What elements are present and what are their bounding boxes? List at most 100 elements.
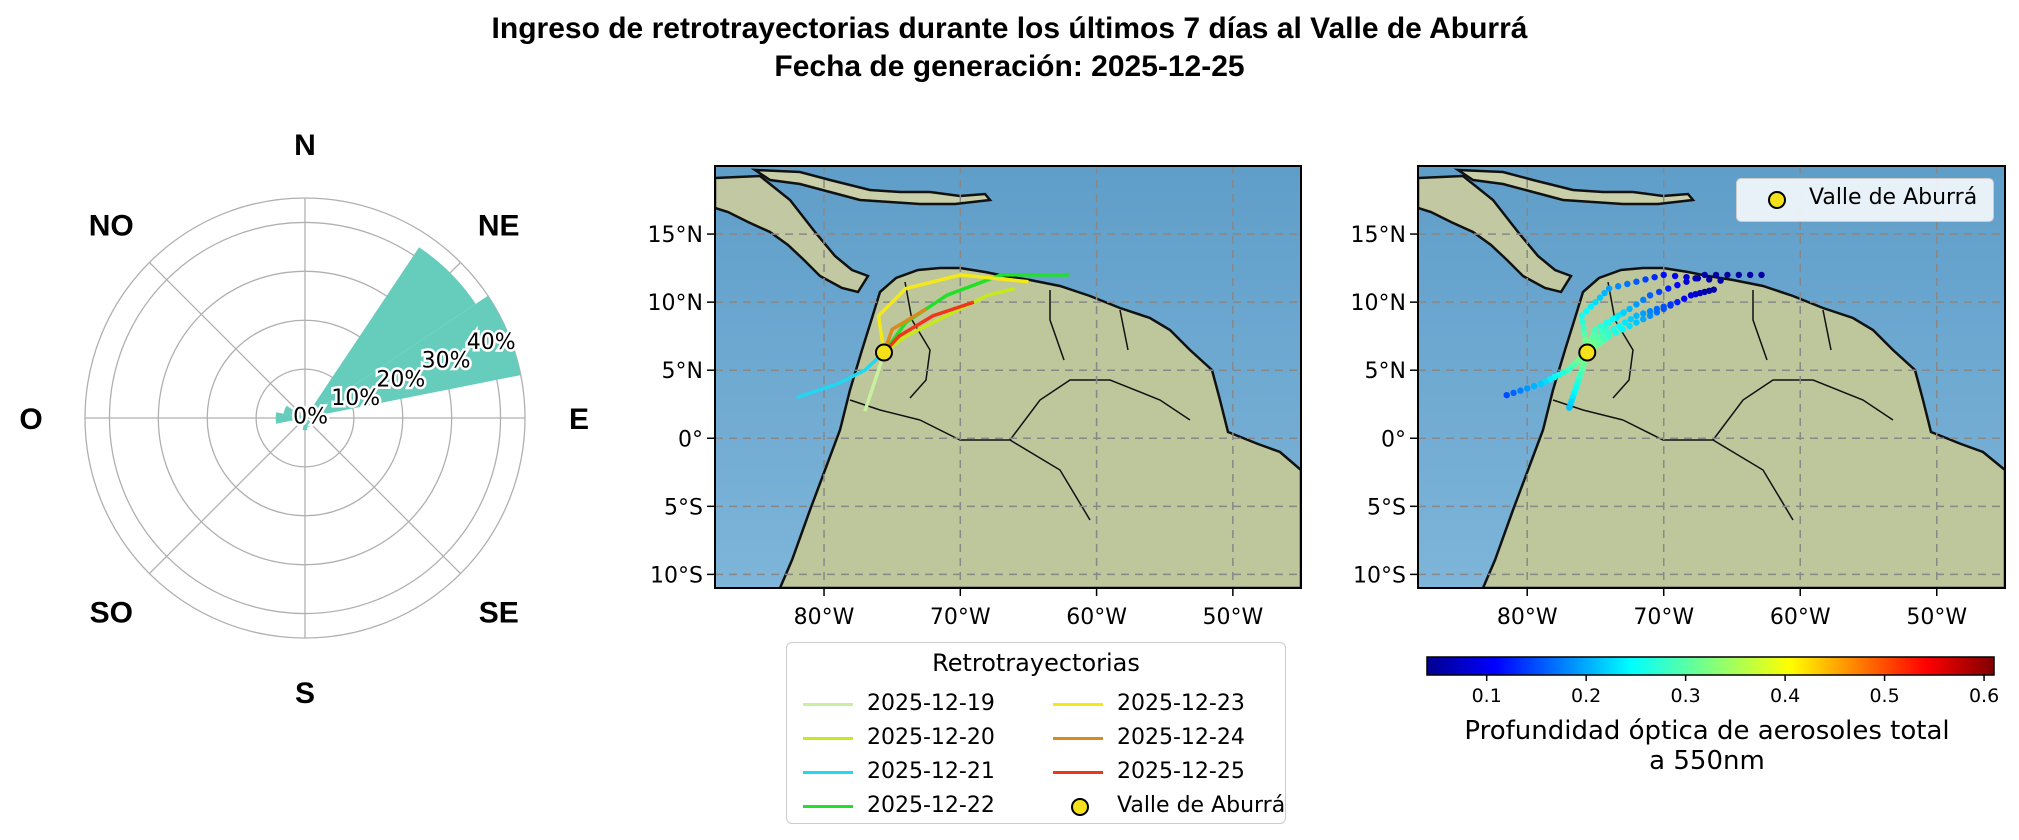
trajectory-2025-12-22	[882, 273, 1070, 354]
direction-label-N: N	[294, 129, 316, 162]
rose-sector-45	[305, 247, 476, 418]
rose-sector-67.5	[305, 295, 521, 418]
aod-point	[1626, 322, 1633, 330]
aod-point	[1627, 315, 1634, 323]
aod-point	[1583, 308, 1590, 315]
site-marker	[1578, 343, 1597, 362]
direction-label-NO: NO	[89, 209, 134, 242]
aod-point	[1653, 305, 1661, 313]
aod-point	[1604, 329, 1612, 336]
legend-swatch	[1053, 771, 1103, 774]
aod-point	[1633, 278, 1640, 285]
ytick-label: 0°	[1381, 427, 1406, 452]
aod-point	[1660, 303, 1667, 310]
rose-sector-247.5	[300, 418, 305, 421]
aod-point	[1603, 319, 1611, 326]
aod-point	[1758, 271, 1765, 279]
rose-sector-157.5	[305, 418, 311, 428]
legend-item-2025-12-20: 2025-12-20	[803, 723, 1023, 753]
aod-point	[1537, 380, 1545, 388]
colorbar-tick-label: 0.3	[1671, 685, 1701, 707]
chart-title: Ingreso de retrotrayectorias durante los…	[491, 12, 1528, 45]
xtick-label: 50°W	[1202, 605, 1263, 630]
legend-label: 2025-12-24	[1117, 725, 1245, 750]
aod-point	[1609, 315, 1616, 323]
aod-point	[1680, 295, 1688, 302]
ytick-label: 10°N	[1351, 291, 1406, 316]
trajectory-2025-12-23	[876, 273, 1029, 353]
legend-title: Retrotrayectorias	[932, 649, 1140, 677]
aod-point	[1579, 318, 1586, 326]
aod-point	[1746, 271, 1754, 279]
aod-point	[1503, 391, 1510, 399]
colorbar-tick-label: 0.4	[1770, 685, 1800, 707]
legend-label: 2025-12-19	[867, 691, 995, 716]
xtick-label: 50°W	[1906, 605, 1967, 630]
map-frame	[714, 165, 1302, 589]
aod-point	[1642, 276, 1649, 283]
legend-swatch	[803, 737, 853, 740]
trajectory-2025-12-21	[796, 351, 886, 400]
xtick-label: 60°W	[1770, 605, 1831, 630]
aod-point	[1694, 275, 1702, 282]
aod-point	[1596, 294, 1604, 301]
aod-point	[1592, 298, 1599, 306]
wind-rose: 0%10%20%30%40% N NE E SE S SO O NO	[19, 129, 589, 710]
aod-point	[1640, 296, 1647, 304]
map-gridlines	[715, 166, 1301, 588]
colorbar: 0.1 0.2 0.3 0.4 0.5 0.6	[1426, 656, 1999, 707]
aod-point	[1624, 280, 1631, 288]
aod-point	[1615, 283, 1622, 290]
aod-point	[1621, 319, 1629, 326]
aod-point	[1717, 277, 1724, 284]
aod-point	[1597, 322, 1605, 330]
colorbar-tick-label: 0.5	[1869, 685, 1899, 707]
aod-point	[1582, 337, 1589, 344]
site-marker	[874, 343, 893, 362]
ytick-label: 5°S	[1367, 495, 1406, 520]
land-greater-antilles	[750, 168, 993, 206]
polar-grid-spoke	[148, 261, 306, 419]
map-frame	[1417, 165, 2006, 589]
polar-grid-spoke	[304, 417, 462, 575]
legend-item-2025-12-22: 2025-12-22	[803, 791, 1023, 821]
colorbar-tick-label: 0.6	[1969, 685, 1999, 707]
polar-grid-spoke	[148, 417, 306, 575]
aod-point	[1530, 382, 1538, 390]
aod-point	[1524, 385, 1531, 392]
ytick-label: 10°S	[650, 563, 703, 588]
xtick-label: 70°W	[1633, 605, 1694, 630]
legend-label: 2025-12-23	[1117, 691, 1245, 716]
site-legend-label: Valle de Aburrá	[1809, 185, 1978, 210]
direction-label-SO: SO	[90, 597, 133, 630]
aod-point	[1683, 278, 1690, 285]
xtick-label: 60°W	[1066, 605, 1127, 630]
colorbar-tick-label: 0.1	[1472, 685, 1502, 707]
aod-point	[1633, 301, 1640, 308]
trajectory-map: 80°W 70°W 60°W 50°W 15°N 10°N 5°N 0° 5°S 10°S	[648, 165, 1302, 630]
direction-label-NE: NE	[478, 209, 520, 242]
ytick-label: 15°N	[648, 223, 703, 248]
country-borders	[1552, 281, 1894, 521]
aod-point	[1581, 330, 1588, 338]
direction-label-O: O	[19, 403, 42, 436]
legend-item-2025-12-21: 2025-12-21	[803, 757, 1023, 787]
aod-point	[1510, 389, 1517, 397]
aod-point	[1626, 305, 1633, 313]
ytick-label: 5°N	[1365, 359, 1406, 384]
rose-sector-225	[302, 418, 305, 421]
aod-point	[1724, 271, 1731, 279]
aod-point	[1578, 312, 1586, 319]
aod-point	[1660, 271, 1667, 279]
legend-item-site: Valle de Aburrá	[1053, 791, 1285, 821]
aod-point	[1615, 312, 1622, 319]
trajectory-2025-12-25	[882, 300, 975, 354]
ytick-label: 5°N	[662, 359, 703, 384]
aod-point	[1640, 310, 1647, 317]
rtick-label: 40%	[467, 330, 516, 355]
country-borders	[849, 281, 1191, 521]
rose-sector-0	[303, 410, 307, 418]
colorbar-tick-label: 0.2	[1571, 685, 1601, 707]
legend-swatch	[803, 805, 853, 808]
